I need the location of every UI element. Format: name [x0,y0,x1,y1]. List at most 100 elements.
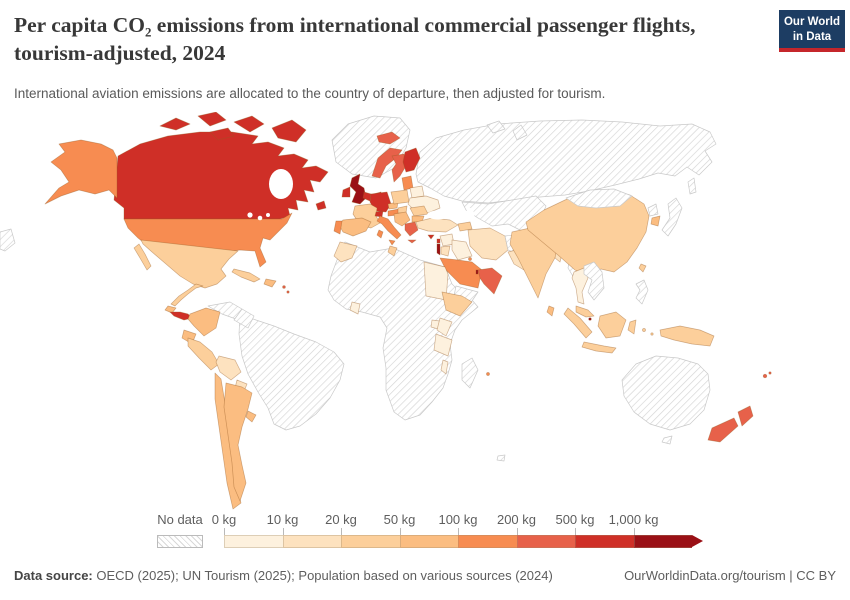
legend-bin-200-500[interactable] [516,535,575,548]
country-italy[interactable] [376,215,402,240]
country-uae-oman[interactable] [477,267,503,295]
country-greece[interactable] [404,221,419,237]
country-turkey[interactable] [415,217,459,233]
country-tunisia[interactable] [387,245,398,257]
legend-bin-1000+[interactable] [633,535,692,548]
country-malawi[interactable] [440,359,449,375]
country-finland[interactable] [402,147,421,173]
legend-bin-0-10[interactable] [224,535,283,548]
country-indonesia-maluku1[interactable] [642,328,646,332]
country-uruguay[interactable] [245,410,257,423]
country-belarus[interactable] [409,185,425,199]
country-mongolia[interactable] [565,188,633,209]
country-canada-baffin[interactable] [271,119,307,143]
country-peru[interactable] [187,337,220,371]
country-argentina[interactable] [223,382,253,502]
country-indonesia-maluku2[interactable] [650,332,654,336]
country-qatar[interactable] [475,269,479,275]
country-greece-crete[interactable] [407,239,417,244]
country-brazil[interactable] [238,313,345,431]
country-portugal[interactable] [333,220,343,235]
country-caribbean-1[interactable] [282,285,286,289]
country-russia[interactable] [415,119,717,204]
region-benelux[interactable] [362,191,372,202]
country-australia[interactable] [621,355,711,431]
country-new-guinea[interactable] [659,325,715,347]
country-kuwait[interactable] [468,257,472,261]
region-caucasus[interactable] [457,221,473,232]
country-ghana[interactable] [349,301,361,315]
country-japan[interactable] [661,197,683,237]
country-usa-alaska[interactable] [44,139,118,205]
country-indonesia-java[interactable] [581,341,617,354]
legend-bin-100-200[interactable] [458,535,517,548]
country-indonesia-sumatra[interactable] [563,307,593,339]
country-fiji-1[interactable] [762,373,768,379]
legend-bin-500-1000[interactable] [575,535,634,548]
country-hispaniola[interactable] [263,278,277,288]
legend-bin-10-20[interactable] [282,535,341,548]
country-mexico[interactable] [140,239,239,289]
country-north-korea[interactable] [647,203,659,217]
legend-bin-20-50[interactable] [341,535,400,548]
country-egypt[interactable] [423,261,449,301]
country-russia-chukotka[interactable] [0,228,16,252]
country-iceland[interactable] [376,131,401,145]
region-central-america[interactable] [170,283,204,307]
country-guyana[interactable] [233,308,255,329]
country-saudi-arabia[interactable] [439,257,483,289]
country-poland[interactable] [390,189,410,205]
country-canada-newfoundland[interactable] [315,200,327,211]
country-russia-sakhalin[interactable] [687,177,697,195]
country-canada-island2[interactable] [197,112,227,127]
country-kerguelen[interactable] [496,454,506,462]
country-sri-lanka[interactable] [546,305,555,317]
country-south-korea[interactable] [650,215,661,227]
country-indonesia-sulawesi[interactable] [627,319,637,335]
legend-bin-50-100[interactable] [399,535,458,548]
country-canada[interactable] [113,131,329,220]
country-colombia[interactable] [187,307,221,337]
country-mauritius[interactable] [486,372,490,376]
country-canada-island3[interactable] [233,115,265,133]
country-jordan[interactable] [440,245,451,257]
country-fiji-2[interactable] [768,371,772,375]
country-indonesia-borneo[interactable] [597,311,627,339]
country-tanzania[interactable] [433,333,453,357]
country-tasmania[interactable] [661,435,673,445]
region-indochina[interactable] [583,261,605,301]
country-switzerland[interactable] [374,210,384,218]
country-malaysia[interactable] [575,305,595,318]
legend-color-bar[interactable] [224,535,703,548]
legend-no-data-swatch[interactable] [157,535,203,548]
country-singapore[interactable] [588,317,592,321]
country-philippines[interactable] [635,279,649,305]
country-ireland[interactable] [341,186,351,198]
country-cuba[interactable] [231,268,261,283]
country-kenya[interactable] [436,317,453,337]
country-new-zealand-north[interactable] [737,405,754,427]
owid-logo[interactable]: Our World in Data [779,10,845,52]
region-balkans[interactable] [393,211,411,227]
country-taiwan[interactable] [638,263,647,273]
country-novaya-zemlya[interactable] [512,124,528,141]
country-italy-sicily[interactable] [388,239,396,246]
country-canada-victoria[interactable] [209,127,235,141]
country-italy-sardinia[interactable] [376,229,384,239]
country-new-zealand-south[interactable] [707,417,739,443]
country-spain[interactable] [338,217,372,237]
country-lebanon[interactable] [436,238,441,244]
country-caribbean-2[interactable] [286,290,290,294]
country-cyprus[interactable] [427,234,435,240]
country-norway[interactable] [371,147,403,179]
country-madagascar[interactable] [461,357,479,389]
country-canada-island1[interactable] [159,117,191,131]
country-iraq[interactable] [451,239,473,261]
country-greenland[interactable] [331,115,411,179]
country-bolivia[interactable] [215,355,242,381]
country-mexico-baja[interactable] [133,243,152,271]
country-israel[interactable] [436,243,441,256]
footer-link[interactable]: OurWorldinData.org/tourism | CC BY [624,568,836,583]
country-svalbard[interactable] [486,120,506,134]
country-iran[interactable] [467,227,509,261]
